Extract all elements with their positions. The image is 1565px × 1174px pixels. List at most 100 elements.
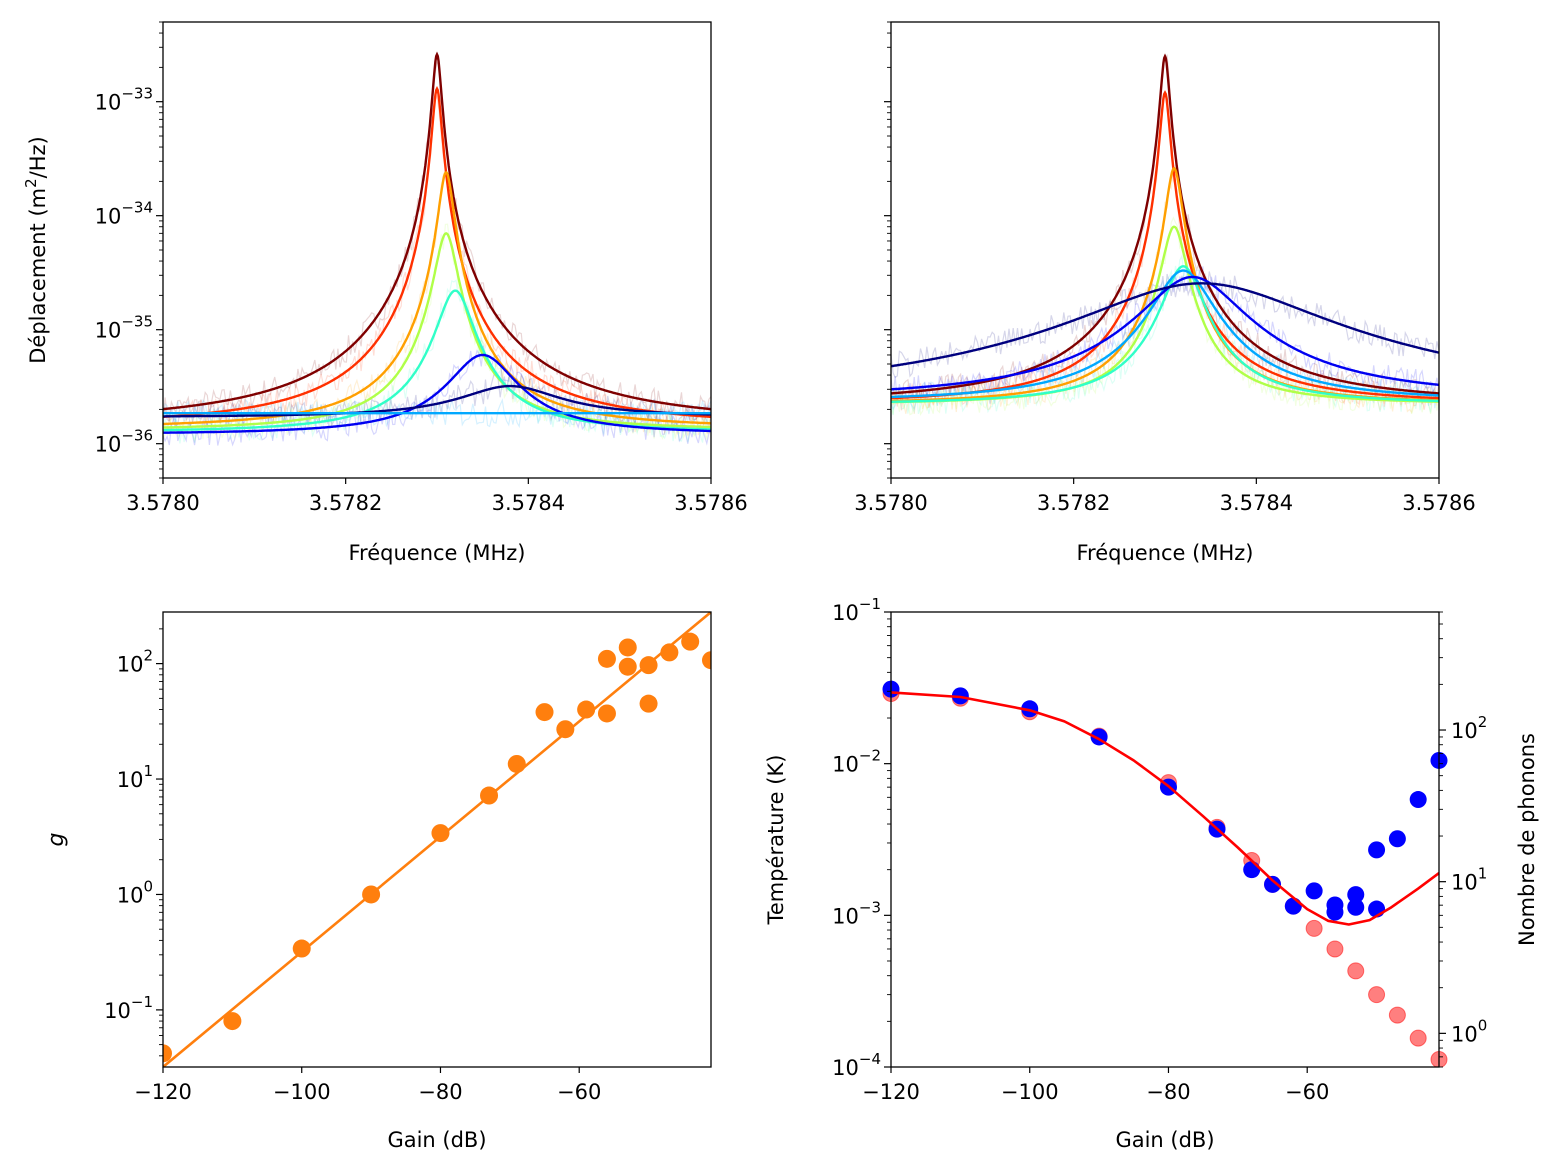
y2-axis-label: Nombre de phonons — [1515, 733, 1539, 946]
phonon-point-14 — [1409, 1029, 1427, 1047]
x-tick-label: 3.5780 — [854, 491, 927, 515]
y-tick-label: 10−36 — [95, 427, 153, 457]
y-tick-exponent: −33 — [121, 85, 153, 103]
y-tick-base: 10 — [832, 753, 859, 777]
fit-curve-6 — [891, 275, 1439, 391]
y-tick-label: 101 — [117, 762, 153, 792]
phonon-point-10 — [1326, 940, 1344, 958]
x-axis-label: Gain (dB) — [1115, 1128, 1214, 1152]
y-tick-label: 102 — [117, 647, 153, 677]
y-tick-exponent: −4 — [859, 1050, 881, 1068]
y-tick-label: 10−2 — [832, 747, 881, 777]
x-tick-label: 3.5786 — [1402, 491, 1475, 515]
panel-temperature: −120 −100 −80 −6010−110−210−310−4102101100G… — [764, 595, 1539, 1152]
temperature-point-15 — [1368, 841, 1386, 859]
fit-curve-5 — [163, 353, 711, 434]
y-tick-exponent: 0 — [143, 877, 153, 895]
y-axis-label: g — [44, 832, 69, 846]
fit-curve-4 — [891, 265, 1439, 403]
data-point-5 — [480, 786, 499, 805]
temperature-point-13 — [1347, 898, 1365, 916]
y-tick-exponent: −1 — [131, 993, 153, 1011]
fit-curve-2 — [163, 171, 711, 426]
raw-trace-7 — [891, 269, 1439, 379]
temperature-point-8 — [1284, 897, 1302, 915]
y-tick-label: 10−4 — [832, 1050, 881, 1080]
fit-curve-0 — [163, 51, 711, 411]
y-tick-exponent: 2 — [143, 647, 153, 665]
temperature-point-2 — [1021, 700, 1039, 718]
raw-trace-1 — [163, 94, 711, 431]
temperature-point-9 — [1305, 882, 1323, 900]
fit-curve-1 — [891, 90, 1439, 400]
y-tick-label: 10−33 — [95, 85, 153, 115]
x-tick-label: 3.5784 — [1220, 491, 1293, 515]
y-tick-base: 10 — [104, 999, 131, 1023]
y-axis-label: Déplacement (m2/Hz) — [22, 136, 50, 363]
panel-spectrum-left: 3.5780 3.5782 3.5784 3.578610−3310−3410−351… — [22, 21, 748, 565]
x-tick-label: −100 — [1001, 1080, 1059, 1104]
y-tick-base: 10 — [117, 768, 144, 792]
temperature-point-11 — [1326, 896, 1344, 914]
plot-area — [163, 612, 711, 1067]
fit-curve-7 — [891, 282, 1439, 368]
y-tick-label: 10−1 — [832, 595, 881, 625]
y-tick-label: 100 — [1451, 1016, 1487, 1046]
phonon-point-9 — [1305, 919, 1323, 937]
y-tick-label: 10−34 — [95, 199, 153, 229]
x-axis-label: Fréquence (MHz) — [349, 541, 526, 565]
data-point-0 — [163, 1044, 172, 1063]
temperature-point-12 — [1347, 886, 1365, 904]
phonon-point-12 — [1368, 986, 1386, 1004]
x-tick-label: 3.5780 — [126, 491, 199, 515]
data-point-8 — [556, 720, 575, 739]
y-tick-label: 100 — [117, 877, 153, 907]
x-tick-label: −80 — [1146, 1080, 1190, 1104]
y-tick-base: 10 — [1451, 719, 1478, 743]
y-tick-exponent: −3 — [859, 898, 881, 916]
fit-curve — [890, 691, 1440, 926]
y-axis-label-part: Déplacement (m — [26, 188, 50, 364]
y-tick-exponent: 1 — [143, 762, 153, 780]
data-point-4 — [431, 824, 450, 843]
fit-curve-0 — [891, 53, 1439, 395]
y-tick-base: 10 — [95, 433, 122, 457]
raw-trace-4 — [163, 279, 711, 444]
plot-area — [891, 53, 1439, 417]
y-tick-label: 10−35 — [95, 313, 153, 343]
y-tick-exponent: −36 — [121, 427, 153, 445]
x-tick-label: −60 — [557, 1080, 601, 1104]
data-point-1 — [223, 1012, 242, 1031]
x-tick-label: −120 — [862, 1080, 920, 1104]
y-tick-exponent: 2 — [1478, 713, 1488, 731]
y-tick-base: 10 — [832, 904, 859, 928]
data-point-11 — [597, 704, 616, 723]
y-tick-exponent: −34 — [121, 199, 153, 217]
y-tick-base: 10 — [1451, 1022, 1478, 1046]
data-point-7 — [535, 703, 554, 722]
y-tick-label: 101 — [1451, 865, 1487, 895]
data-point-9 — [577, 700, 596, 719]
y-tick-base: 10 — [832, 1056, 859, 1080]
fit-curve-3 — [163, 232, 711, 429]
y-tick-base: 10 — [95, 205, 122, 229]
x-tick-label: 3.5782 — [309, 491, 382, 515]
x-axis-label: Gain (dB) — [387, 1128, 486, 1152]
y-tick-exponent: 1 — [1478, 865, 1488, 883]
y-tick-label: 10−3 — [832, 898, 881, 928]
data-point-16 — [660, 643, 679, 662]
temperature-point-6 — [1243, 861, 1261, 879]
y-tick-label: 10−1 — [104, 993, 153, 1023]
phonon-point-11 — [1347, 962, 1365, 980]
data-point-15 — [639, 694, 658, 713]
phonon-point-13 — [1388, 1006, 1406, 1024]
data-point-14 — [639, 656, 658, 675]
raw-trace-0 — [891, 54, 1439, 405]
y-tick-label: 102 — [1451, 713, 1487, 743]
x-tick-label: 3.5786 — [674, 491, 747, 515]
plot-area — [163, 51, 711, 447]
data-point-18 — [702, 651, 711, 670]
x-tick-label: −60 — [1285, 1080, 1329, 1104]
